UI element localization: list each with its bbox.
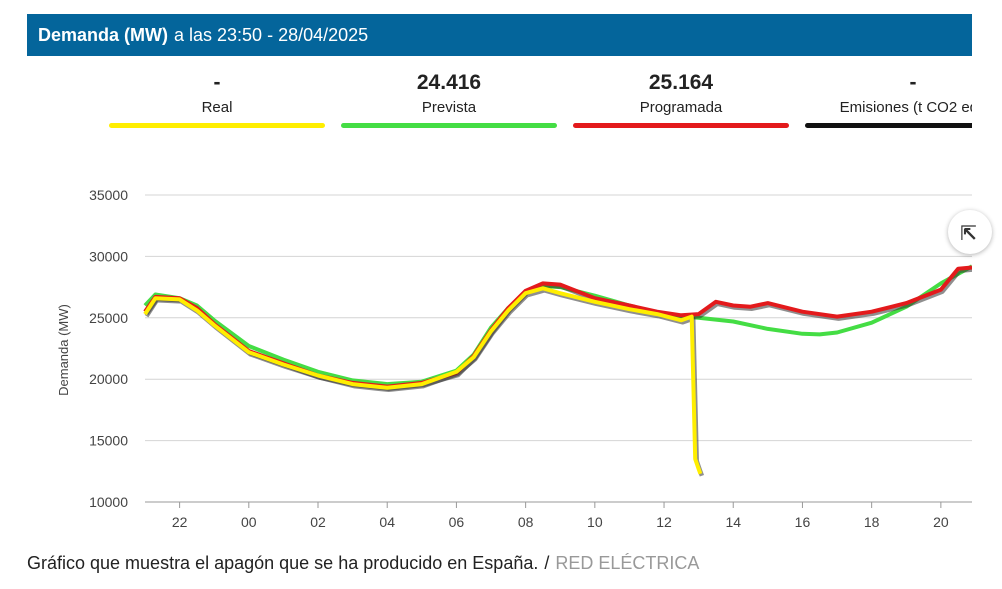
demand-line-chart: 10000 15000 20000 25000 30000 35000 22 00 02 04 0… — [56, 187, 974, 530]
y-tick-label: 10000 — [89, 494, 128, 510]
right-clip — [972, 0, 1002, 540]
x-axis-ticks: 22 00 02 04 06 08 10 12 14 16 18 20 — [172, 502, 949, 530]
y-tick-label: 25000 — [89, 310, 128, 326]
y-tick-label: 30000 — [89, 248, 128, 264]
stat-programada-label: Programada — [639, 99, 723, 116]
y-tick-label: 35000 — [89, 187, 128, 203]
x-tick-label: 02 — [310, 514, 326, 530]
stat-real-legend-bar — [109, 123, 325, 128]
x-tick-label: 16 — [795, 514, 811, 530]
x-tick-label: 10 — [587, 514, 603, 530]
header-timestamp: a las 23:50 - 28/04/2025 — [174, 24, 369, 45]
y-tick-label: 15000 — [89, 433, 128, 449]
series-line-real — [143, 286, 703, 475]
stat-prevista-label: Prevista — [421, 99, 477, 116]
series-line-programada — [143, 265, 973, 389]
stat-real-value: - — [213, 71, 221, 94]
x-tick-label: 08 — [518, 514, 534, 530]
y-axis-ticks: 10000 15000 20000 25000 30000 35000 — [89, 187, 128, 510]
stat-programada-legend-bar — [573, 123, 789, 128]
stat-emisiones-value: - — [909, 71, 917, 94]
chart-series — [143, 264, 974, 477]
x-tick-label: 04 — [379, 514, 395, 530]
caption-source: RED ELÉCTRICA — [555, 553, 700, 573]
x-tick-label: 12 — [656, 514, 672, 530]
stat-prevista-value: 24.416 — [416, 71, 482, 94]
stat-prevista-legend-bar — [341, 123, 557, 128]
stat-programada[interactable]: 25.164 Programada — [573, 60, 789, 128]
header-title: Demanda (MW) — [38, 24, 168, 45]
x-tick-label: 20 — [933, 514, 949, 530]
y-tick-label: 20000 — [89, 371, 128, 387]
expand-button[interactable]: ⇱ — [948, 210, 992, 254]
caption-text: Gráfico que muestra el apagón que se ha … — [27, 553, 539, 573]
chart-header: Demanda (MW) a las 23:50 - 28/04/2025 — [27, 14, 972, 56]
x-tick-label: 22 — [172, 514, 188, 530]
stat-programada-value: 25.164 — [648, 71, 714, 94]
x-tick-label: 14 — [725, 514, 741, 530]
y-axis-label: Demanda (MW) — [56, 304, 71, 396]
stat-emisiones[interactable]: - Emisiones (t CO2 eq / — [805, 60, 972, 128]
expand-icon: ⇱ — [960, 223, 977, 245]
stat-real[interactable]: - Real — [109, 60, 325, 128]
stat-prevista[interactable]: 24.416 Prevista — [341, 60, 557, 128]
stats-row: - Real 24.416 Prevista 25.164 Programada… — [27, 60, 972, 130]
stat-emisiones-label: Emisiones (t CO2 eq / — [839, 99, 972, 116]
x-tick-label: 18 — [864, 514, 880, 530]
chart-grid — [145, 194, 972, 503]
x-tick-label: 00 — [241, 514, 257, 530]
stat-emisiones-legend-bar — [805, 123, 972, 128]
caption-separator: / — [544, 553, 550, 573]
stat-real-label: Real — [201, 99, 233, 116]
image-caption: Gráfico que muestra el apagón que se ha … — [27, 553, 699, 574]
x-tick-label: 06 — [449, 514, 465, 530]
